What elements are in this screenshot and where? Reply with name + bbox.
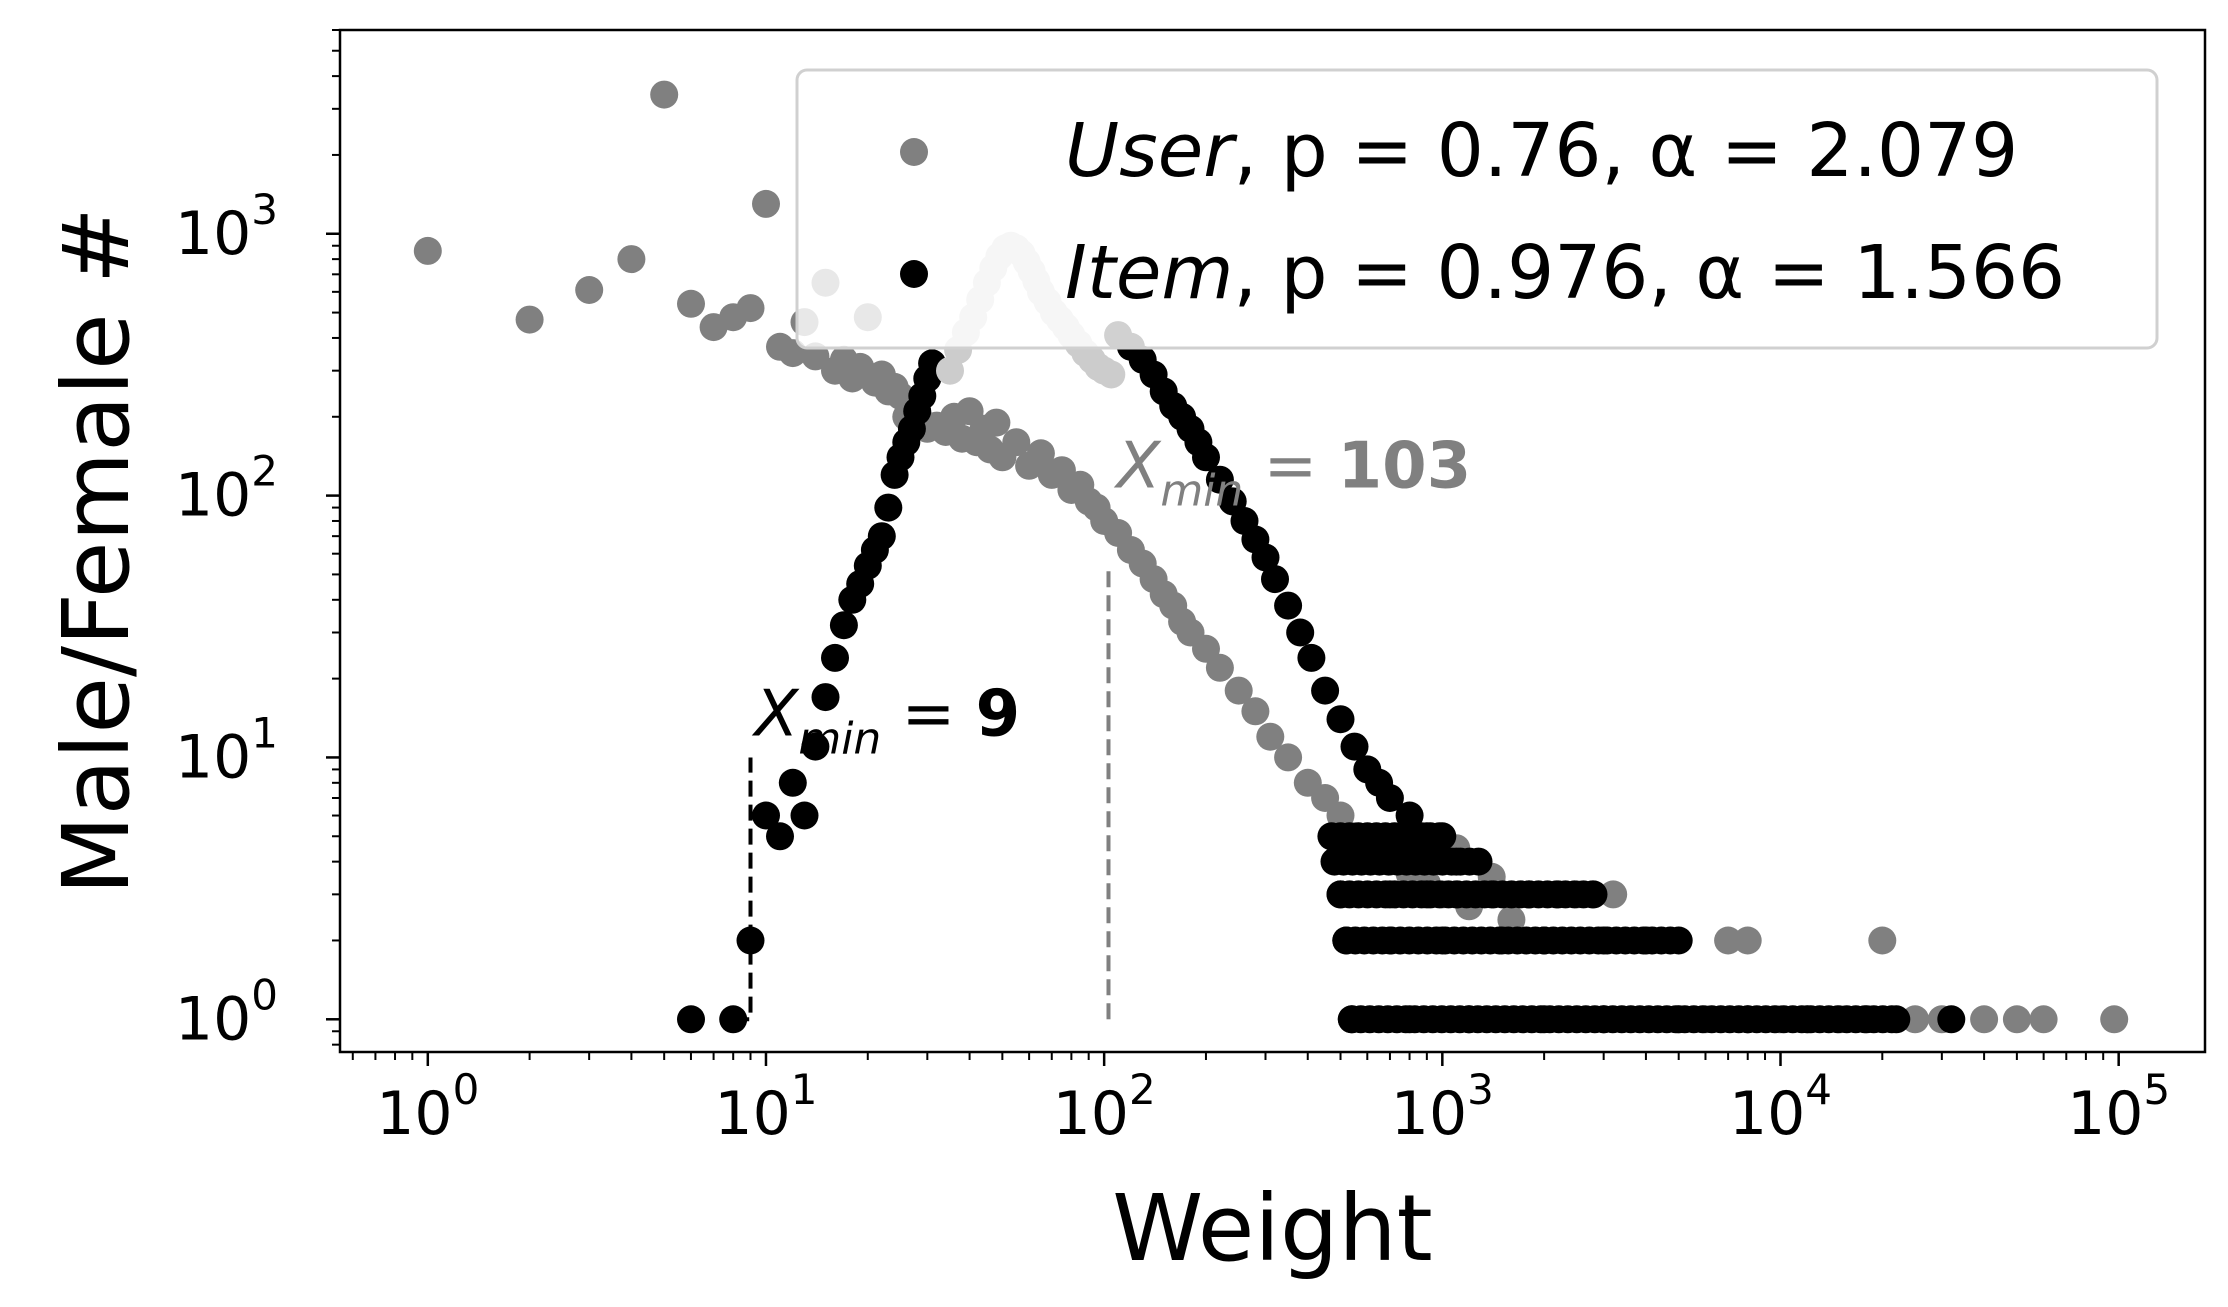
item-point — [766, 822, 794, 851]
x-tick-label: 101 — [714, 1065, 817, 1149]
user-point — [2029, 1005, 2058, 1034]
user-point — [1026, 439, 1055, 468]
item-point — [1375, 784, 1404, 812]
legend-series-name-item: Item — [1065, 230, 1233, 316]
user-point — [1599, 880, 1628, 909]
y-tick-label: 102 — [175, 447, 278, 531]
item-point — [677, 1005, 705, 1034]
legend-entry-user: User, p = 0.76, α = 2.079 — [1065, 108, 2018, 194]
y-tick-label: 103 — [175, 185, 278, 269]
x-tick-label: 104 — [1729, 1065, 1832, 1149]
item-point — [1464, 847, 1493, 876]
item-point — [1937, 1005, 1966, 1034]
user-point — [1002, 428, 1031, 457]
item-point — [821, 643, 849, 672]
user-point — [1205, 653, 1234, 682]
xmin-line-item — [733, 757, 753, 1022]
user-point — [617, 245, 646, 274]
user-point — [2002, 1005, 2031, 1034]
user-point — [650, 80, 679, 109]
item-point — [801, 732, 830, 761]
user-point — [1714, 926, 1743, 955]
user-point — [736, 294, 765, 323]
legend-p-value-item: 0.976 — [1437, 230, 1649, 316]
legend-alpha-value-item: 1.566 — [1853, 230, 2065, 316]
ticks-layer: 100 101 102 103 104 105 100 101 102 103 — [175, 29, 2170, 1149]
item-point — [1340, 732, 1369, 761]
x-tick-label: 103 — [1391, 1065, 1494, 1149]
xmin-symbol: X — [752, 677, 800, 751]
item-point — [1274, 591, 1303, 620]
user-point — [1868, 926, 1897, 955]
xmin-annotation-user: Xmin = 103 — [1113, 430, 1471, 517]
legend-alpha-label: , α = — [1648, 230, 1853, 316]
user-point — [1241, 697, 1270, 726]
x-tick-label: 102 — [1053, 1065, 1156, 1149]
x-axis-label: Weight — [1112, 1175, 1433, 1282]
item-point — [1877, 1005, 1906, 1034]
user-point — [1733, 926, 1762, 955]
user-point — [752, 189, 780, 218]
legend-alpha-label: , α = — [1602, 108, 1807, 194]
legend-p-label: , p = — [1234, 108, 1437, 194]
item-point — [829, 611, 858, 640]
xmin-equals: = — [1243, 430, 1337, 504]
xmin-subscript: min — [798, 713, 881, 764]
xmin-equals: = — [881, 677, 975, 751]
legend: User, p = 0.76, α = 2.079 Item, p = 0.97… — [795, 68, 2159, 350]
xmin-value-item: 9 — [976, 677, 1021, 751]
xmin-symbol: X — [1113, 430, 1161, 504]
item-point — [752, 801, 780, 830]
user-point — [677, 289, 705, 318]
legend-marker-user — [900, 138, 928, 166]
item-point — [1192, 443, 1220, 472]
item-point — [1286, 618, 1315, 647]
item-point — [1205, 465, 1234, 494]
user-point — [982, 408, 1011, 437]
y-axis-label: Male/Female # — [43, 207, 150, 895]
user-point — [2100, 1005, 2129, 1034]
user-point — [1256, 722, 1285, 751]
xmin-lines — [733, 569, 1111, 1022]
user-point — [515, 305, 544, 334]
x-tick-label: 105 — [2067, 1065, 2170, 1149]
user-point — [413, 236, 442, 265]
item-point — [1326, 705, 1355, 734]
legend-p-value-user: 0.76 — [1437, 108, 1602, 194]
legend-alpha-value-user: 2.079 — [1806, 108, 2018, 194]
item-point — [1261, 565, 1289, 594]
y-tick-label: 101 — [175, 708, 278, 792]
xmin-value-user: 103 — [1338, 430, 1472, 504]
item-point — [1297, 643, 1326, 672]
points-layer — [413, 80, 2129, 1034]
legend-box — [795, 68, 2159, 350]
plot-frame — [338, 28, 2207, 1054]
item-point — [790, 801, 819, 830]
item-point — [874, 493, 903, 522]
y-tick-label: 100 — [175, 970, 278, 1054]
legend-p-label: , p = — [1233, 230, 1436, 316]
xmin-annotation-item: Xmin = 9 — [752, 677, 1021, 764]
user-point — [575, 276, 604, 304]
item-point — [778, 768, 807, 797]
item-point — [1578, 880, 1607, 909]
xmin-subscript: min — [1160, 466, 1243, 517]
item-point — [1425, 822, 1454, 851]
item-point — [1656, 926, 1685, 955]
user-point — [1970, 1005, 1999, 1034]
item-point — [719, 1005, 748, 1034]
user-point-peak — [1097, 360, 1126, 389]
legend-series-name-user: User — [1065, 108, 1238, 194]
item-point — [1311, 676, 1340, 705]
user-point — [1274, 743, 1303, 772]
item-point — [811, 683, 840, 712]
legend-entry-item: Item, p = 0.976, α = 1.566 — [1065, 230, 2065, 316]
x-tick-label: 100 — [376, 1065, 479, 1149]
item-point — [867, 522, 896, 551]
user-point — [1224, 676, 1253, 705]
legend-marker-item — [900, 260, 928, 288]
item-point — [1251, 543, 1280, 572]
